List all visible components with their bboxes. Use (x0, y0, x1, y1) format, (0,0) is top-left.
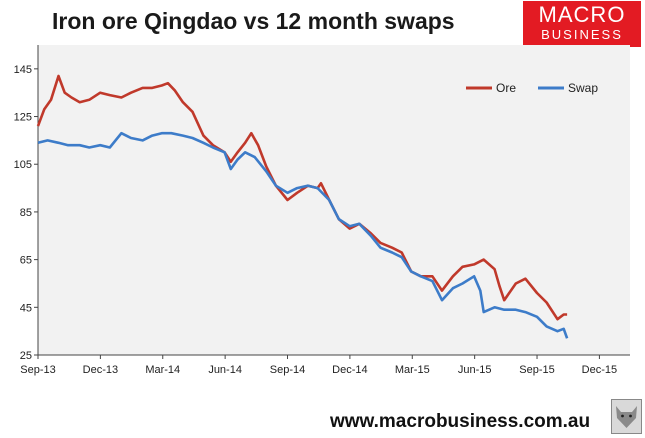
legend-label-swap: Swap (568, 81, 598, 95)
chart-area: 25 45 65 85 105 125 145 Sep-13 Dec-13 Mar-14 Jun-… (14, 45, 630, 376)
series-line-swap (37, 131, 569, 339)
y-tick-label: 125 (14, 112, 32, 124)
y-tick-label: 25 (20, 350, 32, 362)
logo-line2: BUSINESS (541, 27, 623, 42)
series-layer (36, 74, 569, 339)
x-tick-label: Sep-14 (270, 364, 305, 376)
footer-url[interactable]: www.macrobusiness.com.au (330, 411, 591, 432)
wolf-icon (611, 399, 642, 434)
x-tick-label: Dec-15 (582, 364, 617, 376)
y-axis: 25 45 65 85 105 125 145 (14, 45, 39, 362)
chart-title: Iron ore Qingdao vs 12 month swaps (52, 8, 455, 34)
series-line-ore (36, 74, 568, 321)
x-tick-label: Sep-15 (519, 364, 554, 376)
x-tick-label: Dec-13 (83, 364, 118, 376)
y-tick-label: 145 (14, 64, 32, 76)
x-tick-label: Jun-15 (458, 364, 492, 376)
y-tick-label: 65 (20, 255, 32, 267)
x-tick-label: Jun-14 (208, 364, 242, 376)
legend: Ore Swap (466, 81, 598, 95)
x-tick-label: Dec-14 (332, 364, 367, 376)
y-tick-label: 105 (14, 159, 32, 171)
plot-background (38, 45, 630, 355)
x-tick-label: Sep-13 (20, 364, 55, 376)
x-tick-label: Mar-14 (145, 364, 180, 376)
x-tick-label: Mar-15 (395, 364, 430, 376)
logo-line1: MACRO (538, 2, 626, 27)
y-tick-label: 85 (20, 207, 32, 219)
brand-logo[interactable]: MACRO BUSINESS (523, 1, 641, 47)
x-axis: Sep-13 Dec-13 Mar-14 Jun-14 Sep-14 Dec-14 Mar-… (20, 354, 630, 376)
legend-label-ore: Ore (496, 81, 516, 95)
y-tick-label: 45 (20, 302, 32, 314)
